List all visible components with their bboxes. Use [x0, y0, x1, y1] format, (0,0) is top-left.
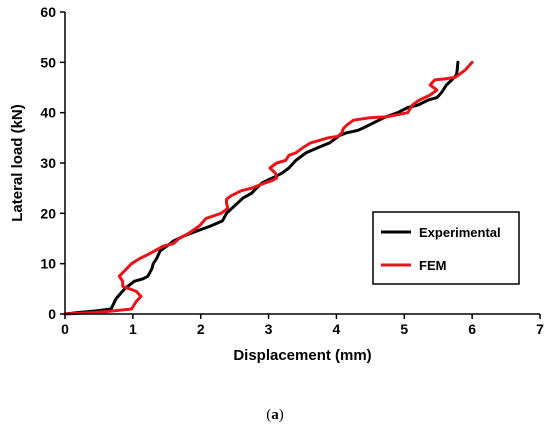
x-tick-label: 5: [400, 321, 408, 337]
y-tick-label: 0: [48, 306, 56, 322]
caption-open-paren: (: [266, 407, 272, 423]
x-tick-label: 4: [333, 321, 341, 337]
plot-area: [63, 60, 474, 316]
y-tick-label: 10: [40, 256, 56, 272]
x-tick-label: 6: [468, 321, 476, 337]
axes: [60, 11, 541, 319]
y-axis-label: Lateral load (kN): [9, 104, 26, 222]
caption-close-paren: ): [278, 407, 284, 423]
x-tick-label: 2: [197, 321, 205, 337]
figure-caption: (a): [0, 407, 550, 424]
y-tick-label: 60: [40, 4, 56, 20]
x-tick-label: 7: [536, 321, 544, 337]
y-tick-label: 20: [40, 205, 56, 221]
x-tick-label: 3: [265, 321, 273, 337]
series-line-experimental: [63, 60, 460, 316]
x-tick-label: 1: [129, 321, 137, 337]
tick-labels: 0 1 2 3 4 5 6 7 0 10 20 30 40 50 60: [40, 4, 544, 337]
y-tick-label: 40: [40, 105, 56, 121]
y-tick-label: 50: [40, 54, 56, 70]
y-tick-label: 30: [40, 155, 56, 171]
x-axis-label: Displacement (mm): [233, 347, 371, 364]
legend-label-fem: FEM: [419, 258, 446, 273]
series-line-fem: [63, 60, 474, 316]
legend-box: [372, 211, 520, 285]
legend: Experimental FEM: [372, 211, 520, 285]
caption-letter: a: [271, 407, 279, 423]
legend-label-experimental: Experimental: [419, 225, 501, 240]
x-tick-label: 0: [61, 321, 69, 337]
